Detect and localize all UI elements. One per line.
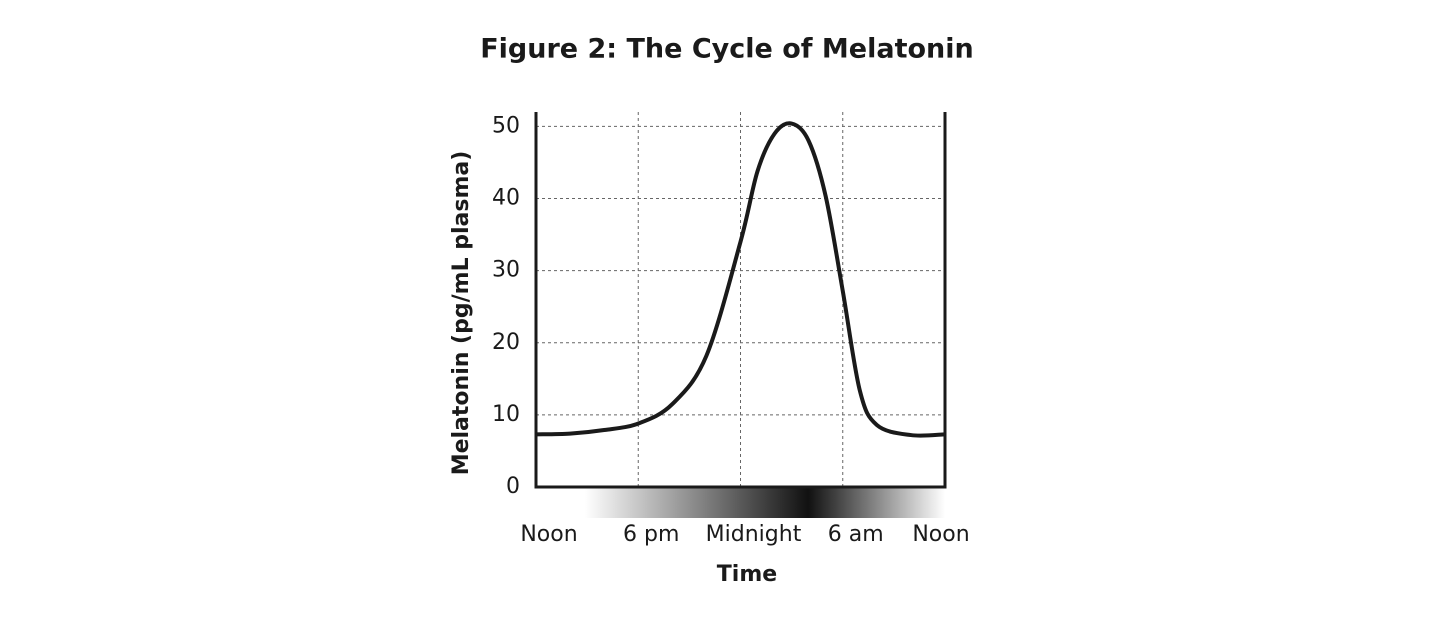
y-tick-label: 20 [492,330,520,355]
y-tick-label: 30 [492,258,520,283]
x-tick-label: 6 am [828,522,884,547]
chart-title: Figure 2: The Cycle of Melatonin [480,34,974,65]
x-tick-label: Midnight [706,522,802,547]
y-tick-label: 0 [506,474,520,499]
x-tick-label: 6 pm [623,522,679,547]
y-tick-label: 40 [492,186,520,211]
night-band [585,488,945,518]
y-tick-label: 50 [492,113,520,138]
x-axis-label: Time [717,562,777,587]
axis-frame [534,112,947,489]
line [535,121,946,438]
y-axis-label: Melatonin (pg/mL plasma) [449,151,474,476]
x-tick-label: Noon [520,522,577,547]
y-tick-label: 10 [492,402,520,427]
x-tick-label: Noon [912,522,969,547]
